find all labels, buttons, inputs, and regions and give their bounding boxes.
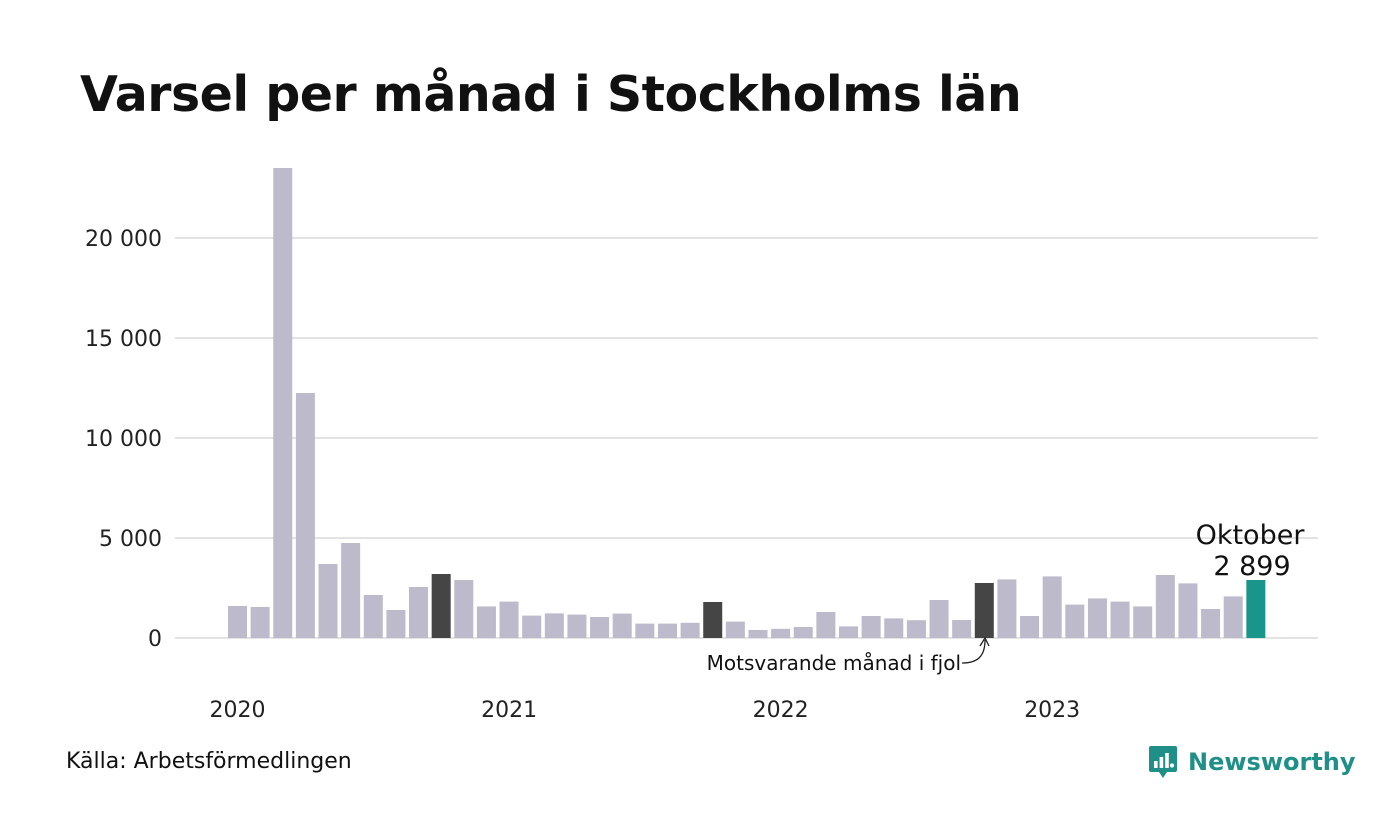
- bar: [771, 628, 791, 638]
- bar: [997, 579, 1017, 638]
- y-tick-label: 10 000: [85, 427, 162, 452]
- bar: [1065, 604, 1085, 638]
- bar: [748, 630, 768, 638]
- bar: [1155, 575, 1175, 638]
- bar: [1201, 609, 1221, 638]
- newsworthy-logo-icon: [1149, 746, 1177, 778]
- bar: [1178, 583, 1198, 638]
- bar: [363, 595, 383, 638]
- bar: [590, 617, 610, 638]
- y-axis-tick-labels: 0 5 000 10 000 15 000 20 000: [85, 227, 162, 652]
- chart-title: Varsel per månad i Stockholms län: [80, 66, 1022, 123]
- bar: [341, 543, 361, 638]
- y-tick-label: 0: [148, 627, 162, 652]
- x-tick-label: 2022: [753, 698, 809, 723]
- annotations: Oktober 2 899 Motsvarande månad i fjol: [707, 520, 1306, 675]
- bar: [1087, 598, 1107, 638]
- bar: [929, 600, 949, 638]
- annotation-previous-year-label: Motsvarande månad i fjol: [707, 651, 961, 675]
- bar: [386, 610, 406, 638]
- x-axis-tick-labels: 2020 2021 2022 2023: [210, 698, 1081, 723]
- bars: [228, 168, 1266, 638]
- bar: [906, 620, 926, 638]
- bar: [544, 613, 564, 638]
- bar: [522, 615, 542, 638]
- bar: [680, 622, 700, 638]
- bar-current-month: [1246, 580, 1266, 638]
- x-tick-label: 2020: [210, 698, 266, 723]
- bar: [612, 613, 632, 638]
- bar: [250, 607, 270, 638]
- bar-same-month-previous-year: [703, 602, 723, 638]
- bar-same-month-previous-year: [974, 583, 994, 638]
- bar: [793, 627, 813, 638]
- bar: [476, 606, 496, 638]
- bar: [635, 623, 655, 638]
- y-tick-label: 20 000: [85, 227, 162, 252]
- callout-month-label: Oktober: [1196, 520, 1306, 551]
- bar: [884, 618, 904, 638]
- bar: [1020, 616, 1040, 638]
- bar: [725, 621, 745, 638]
- bar: [409, 587, 429, 638]
- source-label: Källa: Arbetsförmedlingen: [66, 749, 352, 774]
- bar: [1110, 601, 1130, 638]
- x-tick-label: 2023: [1024, 698, 1080, 723]
- annotation-arrowhead: [979, 636, 990, 647]
- bar: [273, 168, 293, 638]
- bar: [1223, 596, 1243, 638]
- bar: [318, 564, 338, 638]
- bar-same-month-previous-year: [431, 574, 451, 638]
- bar: [295, 393, 315, 638]
- y-tick-label: 5 000: [99, 527, 162, 552]
- bar: [861, 616, 881, 638]
- x-tick-label: 2021: [481, 698, 537, 723]
- bar: [839, 626, 859, 638]
- y-tick-label: 15 000: [85, 327, 162, 352]
- bar: [454, 580, 474, 638]
- bar: [952, 620, 972, 638]
- bar: [567, 614, 587, 638]
- brand-name: Newsworthy: [1188, 748, 1356, 776]
- brand-logo: Newsworthy: [1148, 742, 1356, 782]
- bar: [816, 612, 836, 638]
- bar: [1133, 606, 1153, 638]
- bar: [499, 601, 519, 638]
- bar: [1042, 576, 1062, 638]
- callout-value-label: 2 899: [1213, 551, 1290, 582]
- bar: [228, 606, 247, 638]
- annotation-arrow: [961, 639, 986, 664]
- bar: [657, 623, 677, 638]
